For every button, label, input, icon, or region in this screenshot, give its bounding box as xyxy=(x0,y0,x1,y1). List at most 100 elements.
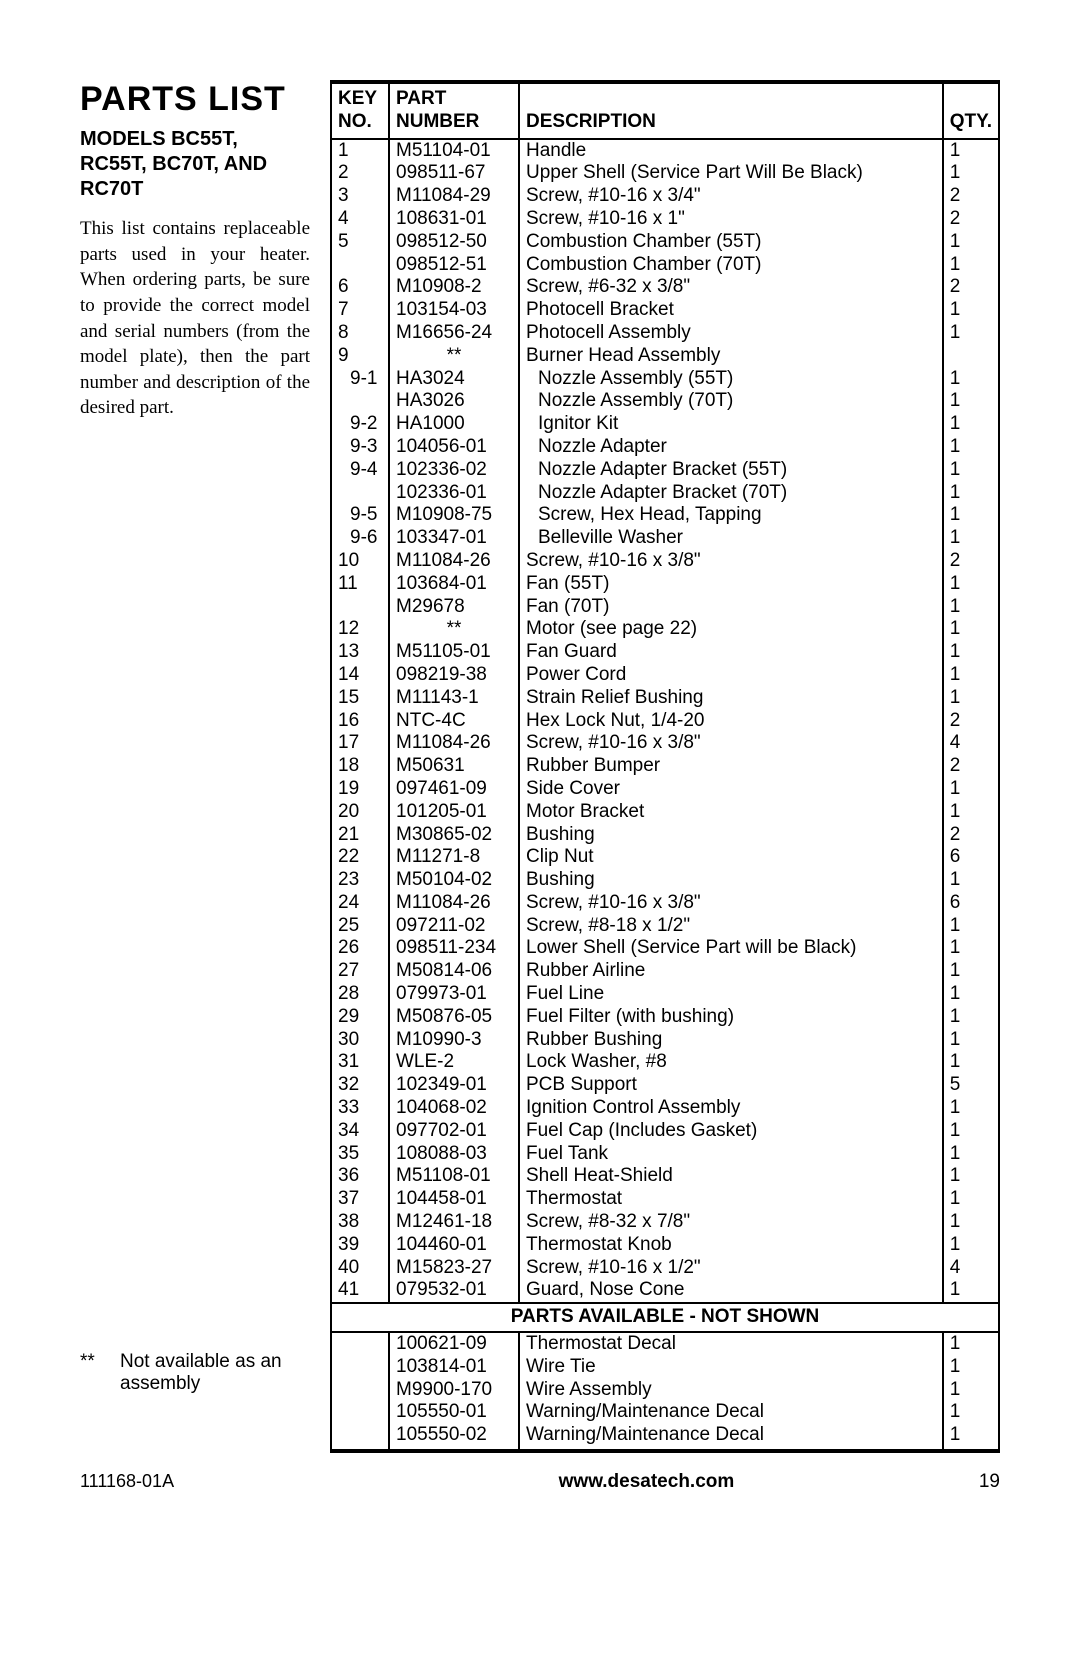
cell-key: 41 xyxy=(331,1279,389,1303)
table-row: 105550-01Warning/Maintenance Decal1 xyxy=(331,1401,999,1424)
cell-qty: 5 xyxy=(943,1074,999,1097)
cell-part-number: M16656-24 xyxy=(389,322,519,345)
cell-qty: 1 xyxy=(943,436,999,459)
table-row: 20101205-01Motor Bracket1 xyxy=(331,801,999,824)
cell-description: Photocell Assembly xyxy=(519,322,943,345)
cell-description: Guard, Nose Cone xyxy=(519,1279,943,1303)
cell-description: Screw, #10-16 x 1/2" xyxy=(519,1257,943,1280)
cell-key: 4 xyxy=(331,208,389,231)
cell-key: 17 xyxy=(331,732,389,755)
cell-description: Fan Guard xyxy=(519,641,943,664)
cell-qty: 1 xyxy=(943,983,999,1006)
cell-description: Nozzle Adapter Bracket (70T) xyxy=(519,482,943,505)
table-row: 3M11084-29Screw, #10-16 x 3/4"2 xyxy=(331,185,999,208)
page: PARTS LIST MODELS BC55T, RC55T, BC70T, A… xyxy=(0,0,1080,1669)
cell-description: Power Cord xyxy=(519,664,943,687)
cell-key: 3 xyxy=(331,185,389,208)
cell-qty: 4 xyxy=(943,732,999,755)
cell-part-number: HA1000 xyxy=(389,413,519,436)
cell-key: 11 xyxy=(331,573,389,596)
cell-qty: 1 xyxy=(943,1165,999,1188)
cell-key xyxy=(331,1379,389,1402)
cell-part-number: M10990-3 xyxy=(389,1029,519,1052)
cell-description: Rubber Airline xyxy=(519,960,943,983)
table-row: 14098219-38Power Cord1 xyxy=(331,664,999,687)
th-key-1: KEY xyxy=(331,82,389,111)
cell-key: 14 xyxy=(331,664,389,687)
cell-part-number: M10908-2 xyxy=(389,276,519,299)
cell-key xyxy=(331,1332,389,1356)
cell-description: Fuel Tank xyxy=(519,1143,943,1166)
cell-part-number: M15823-27 xyxy=(389,1257,519,1280)
cell-qty: 6 xyxy=(943,892,999,915)
section-label: PARTS AVAILABLE - NOT SHOWN xyxy=(331,1303,999,1332)
cell-part-number: M51108-01 xyxy=(389,1165,519,1188)
table-row: 30M10990-3Rubber Bushing1 xyxy=(331,1029,999,1052)
cell-qty: 1 xyxy=(943,1097,999,1120)
th-pn-1: PART xyxy=(389,82,519,111)
cell-description: Handle xyxy=(519,139,943,163)
table-row: 10M11084-26Screw, #10-16 x 3/8"2 xyxy=(331,550,999,573)
cell-key: 20 xyxy=(331,801,389,824)
cell-part-number: M11143-1 xyxy=(389,687,519,710)
cell-key: 23 xyxy=(331,869,389,892)
cell-key: 9-1 xyxy=(331,368,389,391)
cell-key: 32 xyxy=(331,1074,389,1097)
table-row: 9-2HA1000Ignitor Kit1 xyxy=(331,413,999,436)
cell-key xyxy=(331,390,389,413)
cell-qty: 1 xyxy=(943,482,999,505)
cell-key: 26 xyxy=(331,937,389,960)
cell-part-number: M50631 xyxy=(389,755,519,778)
cell-key: 34 xyxy=(331,1120,389,1143)
cell-key: 9-6 xyxy=(331,527,389,550)
cell-qty: 1 xyxy=(943,1143,999,1166)
cell-key: 37 xyxy=(331,1188,389,1211)
footnote: ** Not available as an assembly xyxy=(80,1351,310,1395)
cell-key: 27 xyxy=(331,960,389,983)
cell-part-number: 104068-02 xyxy=(389,1097,519,1120)
cell-key: 6 xyxy=(331,276,389,299)
cell-description: Nozzle Assembly (55T) xyxy=(519,368,943,391)
cell-description: Nozzle Adapter xyxy=(519,436,943,459)
cell-description: Belleville Washer xyxy=(519,527,943,550)
cell-description: Warning/Maintenance Decal xyxy=(519,1424,943,1451)
cell-qty: 2 xyxy=(943,185,999,208)
table-row: 35108088-03Fuel Tank1 xyxy=(331,1143,999,1166)
cell-key: 31 xyxy=(331,1051,389,1074)
cell-qty: 1 xyxy=(943,1332,999,1356)
cell-description: Fuel Cap (Includes Gasket) xyxy=(519,1120,943,1143)
table-row: 105550-02Warning/Maintenance Decal1 xyxy=(331,1424,999,1451)
cell-key: 30 xyxy=(331,1029,389,1052)
cell-key: 5 xyxy=(331,231,389,254)
table-row: 13M51105-01Fan Guard1 xyxy=(331,641,999,664)
cell-qty: 1 xyxy=(943,1051,999,1074)
cell-part-number: HA3026 xyxy=(389,390,519,413)
cell-part-number: 098219-38 xyxy=(389,664,519,687)
cell-part-number: 102336-02 xyxy=(389,459,519,482)
cell-description: Screw, #10-16 x 1" xyxy=(519,208,943,231)
cell-description: Fan (55T) xyxy=(519,573,943,596)
table-row: 34097702-01Fuel Cap (Includes Gasket)1 xyxy=(331,1120,999,1143)
table-row: 40M15823-27Screw, #10-16 x 1/2"4 xyxy=(331,1257,999,1280)
cell-description: Shell Heat-Shield xyxy=(519,1165,943,1188)
cell-key: 18 xyxy=(331,755,389,778)
cell-description: Thermostat Decal xyxy=(519,1332,943,1356)
parts-table: KEY PART NO. NUMBER DESCRIPTION QTY. 1M5… xyxy=(330,80,1000,1453)
table-row: 9-5M10908-75Screw, Hex Head, Tapping1 xyxy=(331,504,999,527)
cell-key xyxy=(331,254,389,277)
cell-description: Side Cover xyxy=(519,778,943,801)
intro-text: This list contains replace­able parts us… xyxy=(80,216,310,421)
cell-description: Fan (70T) xyxy=(519,596,943,619)
cell-description: Bushing xyxy=(519,824,943,847)
cell-part-number: M11084-26 xyxy=(389,732,519,755)
cell-part-number: 105550-02 xyxy=(389,1424,519,1451)
cell-part-number: M50814-06 xyxy=(389,960,519,983)
cell-part-number: 102349-01 xyxy=(389,1074,519,1097)
table-row: 9**Burner Head Assembly xyxy=(331,345,999,368)
cell-qty: 1 xyxy=(943,527,999,550)
table-row: 7103154-03Photocell Bracket1 xyxy=(331,299,999,322)
cell-description: Fuel Line xyxy=(519,983,943,1006)
cell-part-number: HA3024 xyxy=(389,368,519,391)
footer-page: 19 xyxy=(979,1471,1000,1493)
table-row: 31WLE-2Lock Washer, #81 xyxy=(331,1051,999,1074)
